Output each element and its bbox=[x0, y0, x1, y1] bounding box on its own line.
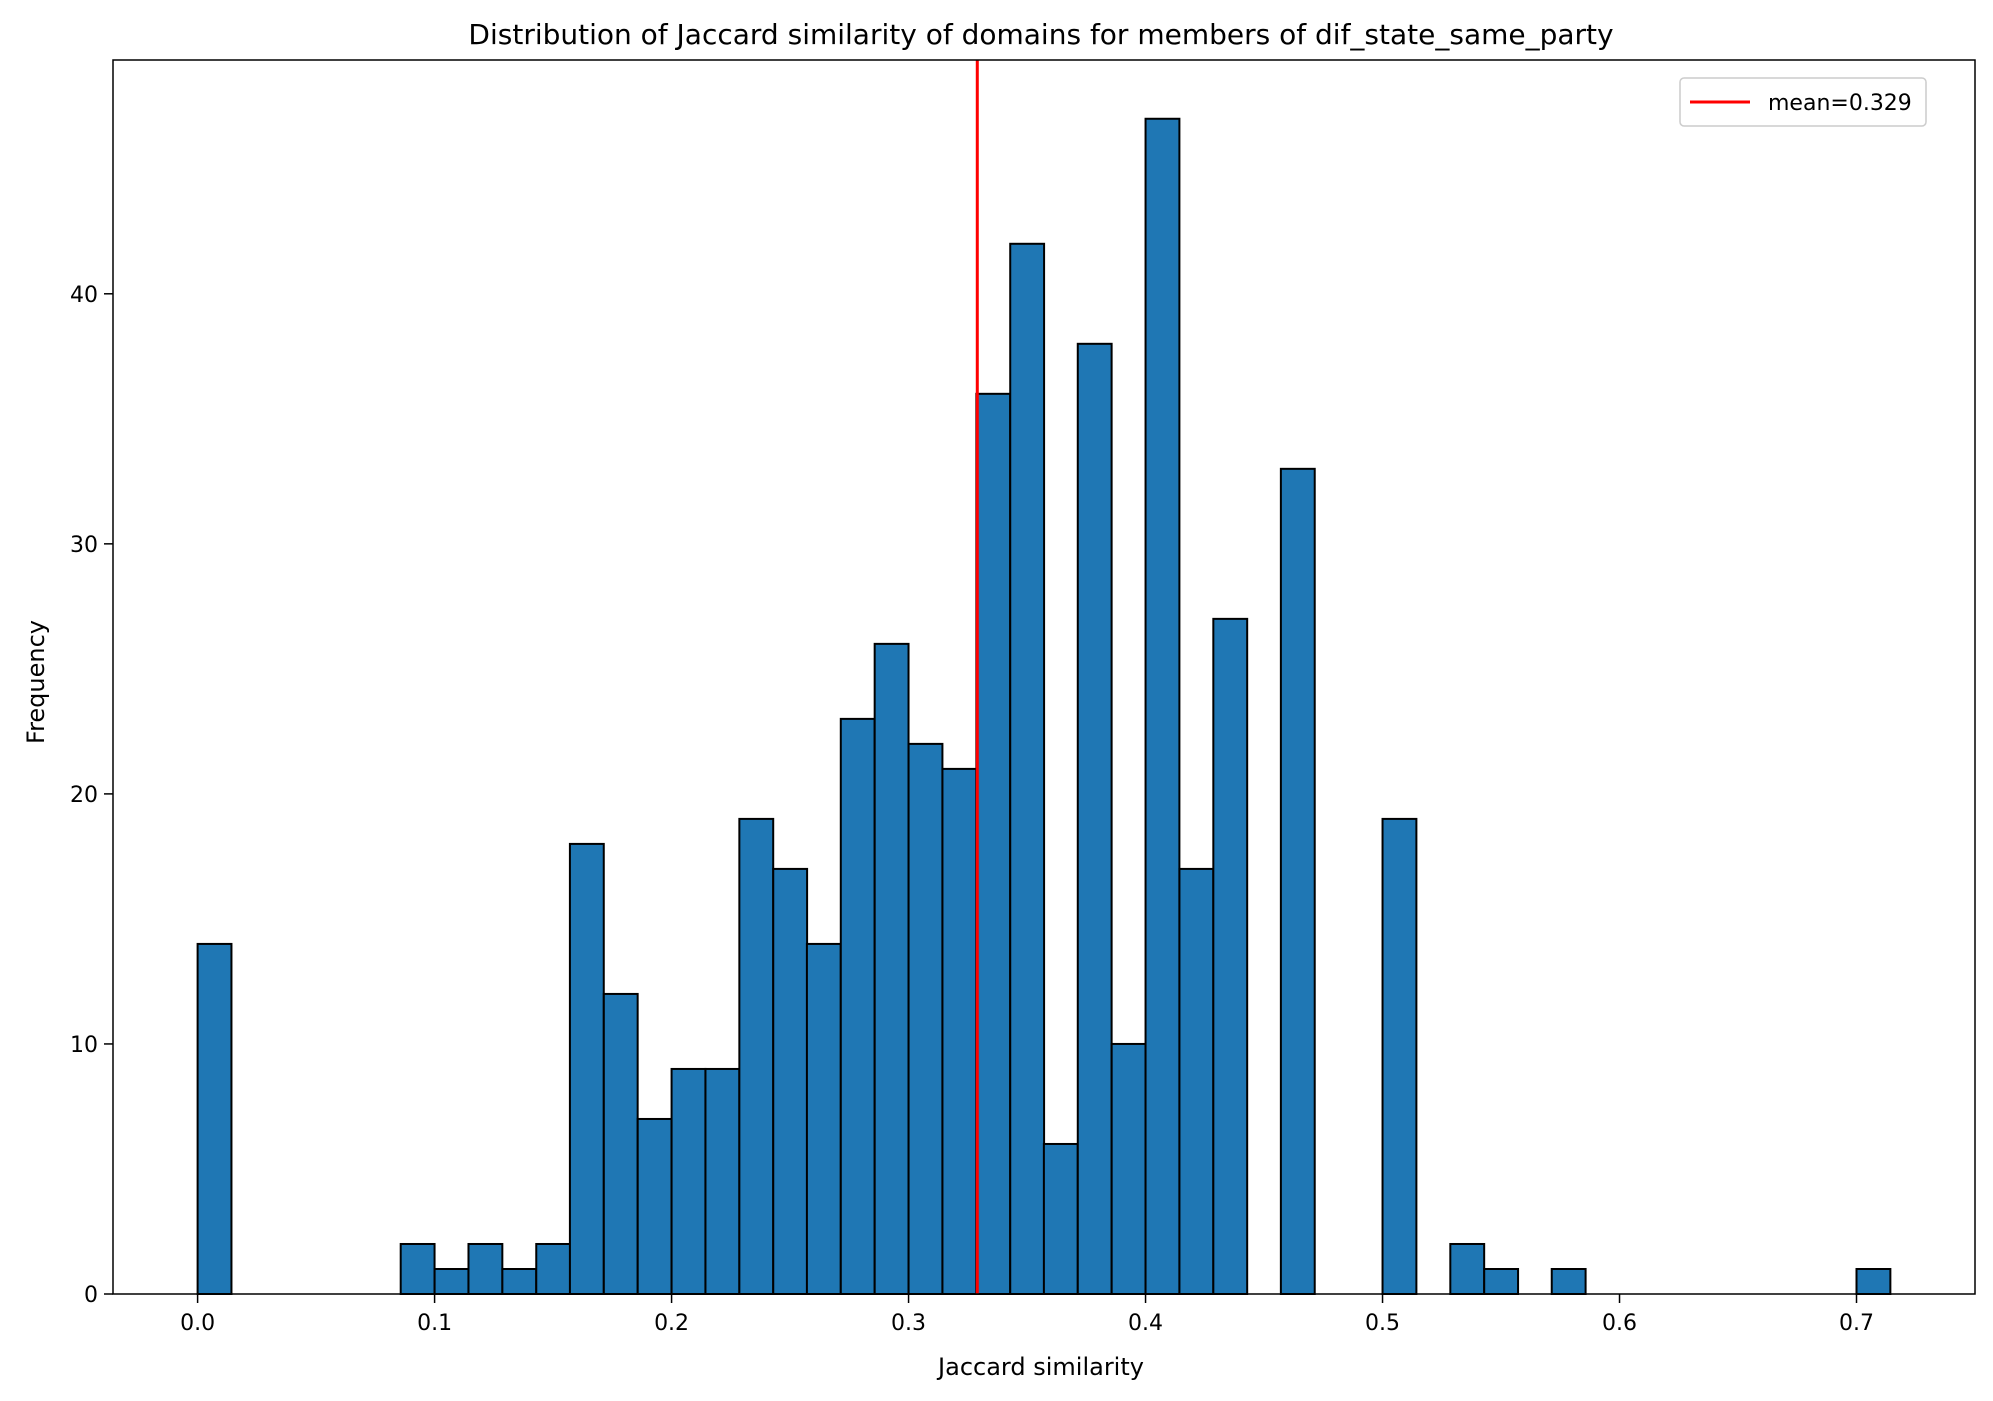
x-tick-label: 0.4 bbox=[1128, 1311, 1163, 1336]
histogram-bar bbox=[1076, 342, 1113, 1295]
histogram-bar bbox=[1550, 1267, 1587, 1296]
y-axis-ticks: 0 10 20 30 40 bbox=[70, 283, 113, 1308]
bars-layer bbox=[196, 117, 1892, 1296]
histogram-bar bbox=[805, 942, 842, 1295]
x-axis-label: Jaccard similarity bbox=[936, 1353, 1144, 1381]
x-tick-label: 0.7 bbox=[1839, 1311, 1874, 1336]
histogram-bar bbox=[568, 842, 605, 1295]
histogram-bar bbox=[1144, 117, 1181, 1295]
histogram-bar bbox=[535, 1242, 572, 1295]
histogram-bar bbox=[602, 992, 639, 1295]
histogram-bar bbox=[1178, 867, 1215, 1295]
histogram-bar bbox=[1110, 1042, 1147, 1295]
histogram-bar bbox=[467, 1242, 504, 1295]
y-tick-label: 0 bbox=[84, 1283, 98, 1308]
x-tick-label: 0.2 bbox=[654, 1311, 689, 1336]
plot-frame bbox=[112, 59, 1976, 1295]
histogram-bar bbox=[839, 717, 876, 1295]
histogram-bar bbox=[399, 1242, 436, 1295]
x-tick-label: 0.5 bbox=[1365, 1311, 1400, 1336]
histogram-bar bbox=[1449, 1242, 1486, 1295]
histogram-bar bbox=[907, 742, 944, 1295]
x-tick-label: 0.3 bbox=[891, 1311, 926, 1336]
histogram-bar bbox=[738, 817, 775, 1295]
histogram-bar bbox=[1009, 242, 1046, 1295]
legend-label: mean=0.329 bbox=[1768, 91, 1912, 116]
x-tick-label: 0.0 bbox=[180, 1311, 215, 1336]
histogram-bar bbox=[1212, 617, 1249, 1295]
histogram-bar bbox=[704, 1067, 741, 1296]
histogram-bar bbox=[975, 392, 1012, 1295]
chart-title: Distribution of Jaccard similarity of do… bbox=[468, 18, 1613, 51]
y-tick-label: 30 bbox=[70, 533, 98, 558]
histogram-bar bbox=[1855, 1267, 1892, 1296]
y-tick-label: 20 bbox=[70, 783, 98, 808]
x-tick-label: 0.1 bbox=[417, 1311, 452, 1336]
x-tick-label: 0.6 bbox=[1602, 1311, 1637, 1336]
histogram-bar bbox=[1483, 1267, 1520, 1296]
legend-box bbox=[1679, 77, 1927, 127]
y-tick-label: 10 bbox=[70, 1033, 98, 1058]
histogram-bar bbox=[433, 1267, 470, 1296]
histogram-bar bbox=[941, 767, 978, 1295]
histogram-bar bbox=[1279, 467, 1316, 1295]
histogram-bar bbox=[772, 867, 809, 1295]
histogram-bar bbox=[501, 1267, 538, 1296]
histogram-bar bbox=[196, 942, 233, 1295]
histogram-bar bbox=[1381, 817, 1418, 1295]
x-axis-ticks: 0.0 0.1 0.2 0.3 0.4 0.5 0.6 0.7 bbox=[180, 1294, 1874, 1336]
histogram-bar bbox=[873, 642, 910, 1295]
histogram-bar bbox=[1042, 1142, 1079, 1295]
y-axis-label: Frequency bbox=[22, 620, 50, 744]
histogram-bar bbox=[670, 1067, 707, 1296]
y-tick-label: 40 bbox=[70, 283, 98, 308]
histogram-bar bbox=[636, 1117, 673, 1296]
legend: mean=0.329 bbox=[1679, 77, 1927, 127]
